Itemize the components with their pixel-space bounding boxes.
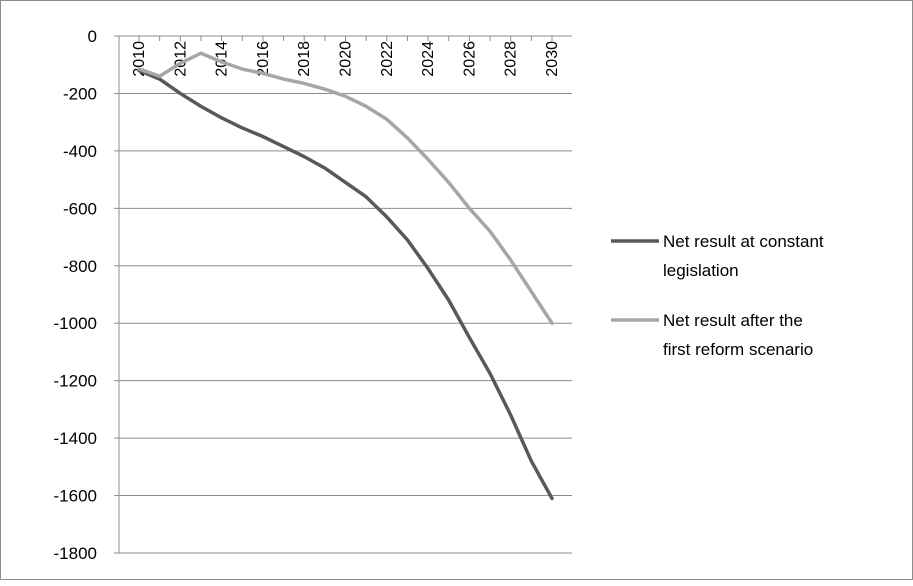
legend-label-1: legislation bbox=[663, 261, 739, 280]
x-tick-label: 2030 bbox=[544, 41, 561, 77]
y-tick-label: -400 bbox=[63, 142, 97, 161]
x-tick-label: 2024 bbox=[420, 41, 437, 77]
y-axis-tick-labels: 0 -200 -400 -600 -800 -1000 -1200 -1400 -1600 -18… bbox=[54, 27, 97, 563]
y-tick-label: -1200 bbox=[54, 372, 97, 391]
gridlines bbox=[119, 92, 572, 554]
series-lines bbox=[137, 51, 554, 501]
legend-label-2: Net result after the bbox=[663, 311, 803, 330]
legend: Net result at constant legislation Net res… bbox=[611, 232, 824, 359]
y-tick-label: 0 bbox=[88, 27, 97, 46]
x-tick-label: 2014 bbox=[214, 41, 231, 77]
y-tick-label: -1800 bbox=[54, 544, 97, 563]
x-axis-tick-labels: 2010 2012 2014 2016 2018 2020 2022 2024 2026 2028… bbox=[131, 41, 561, 77]
series-line-2 bbox=[137, 51, 554, 325]
legend-label-1: Net result at constant bbox=[663, 232, 824, 251]
y-tick-label: -200 bbox=[63, 84, 97, 103]
x-tick-label: 2022 bbox=[379, 41, 396, 77]
y-tick-label: -800 bbox=[63, 257, 97, 276]
y-tick-label: -600 bbox=[63, 199, 97, 218]
x-tick-label: 2028 bbox=[503, 41, 520, 77]
series-line-1 bbox=[137, 68, 554, 501]
x-tick-label: 2018 bbox=[296, 41, 313, 77]
x-tick-label: 2010 bbox=[131, 41, 148, 77]
y-tick-label: -1600 bbox=[54, 487, 97, 506]
x-tick-label: 2026 bbox=[461, 41, 478, 77]
x-tick-label: 2016 bbox=[255, 41, 272, 77]
legend-label-2: first reform scenario bbox=[663, 340, 813, 359]
x-tick-label: 2020 bbox=[338, 41, 355, 77]
y-tick-label: -1400 bbox=[54, 429, 97, 448]
axes bbox=[114, 35, 572, 554]
y-tick-label: -1000 bbox=[54, 314, 97, 333]
